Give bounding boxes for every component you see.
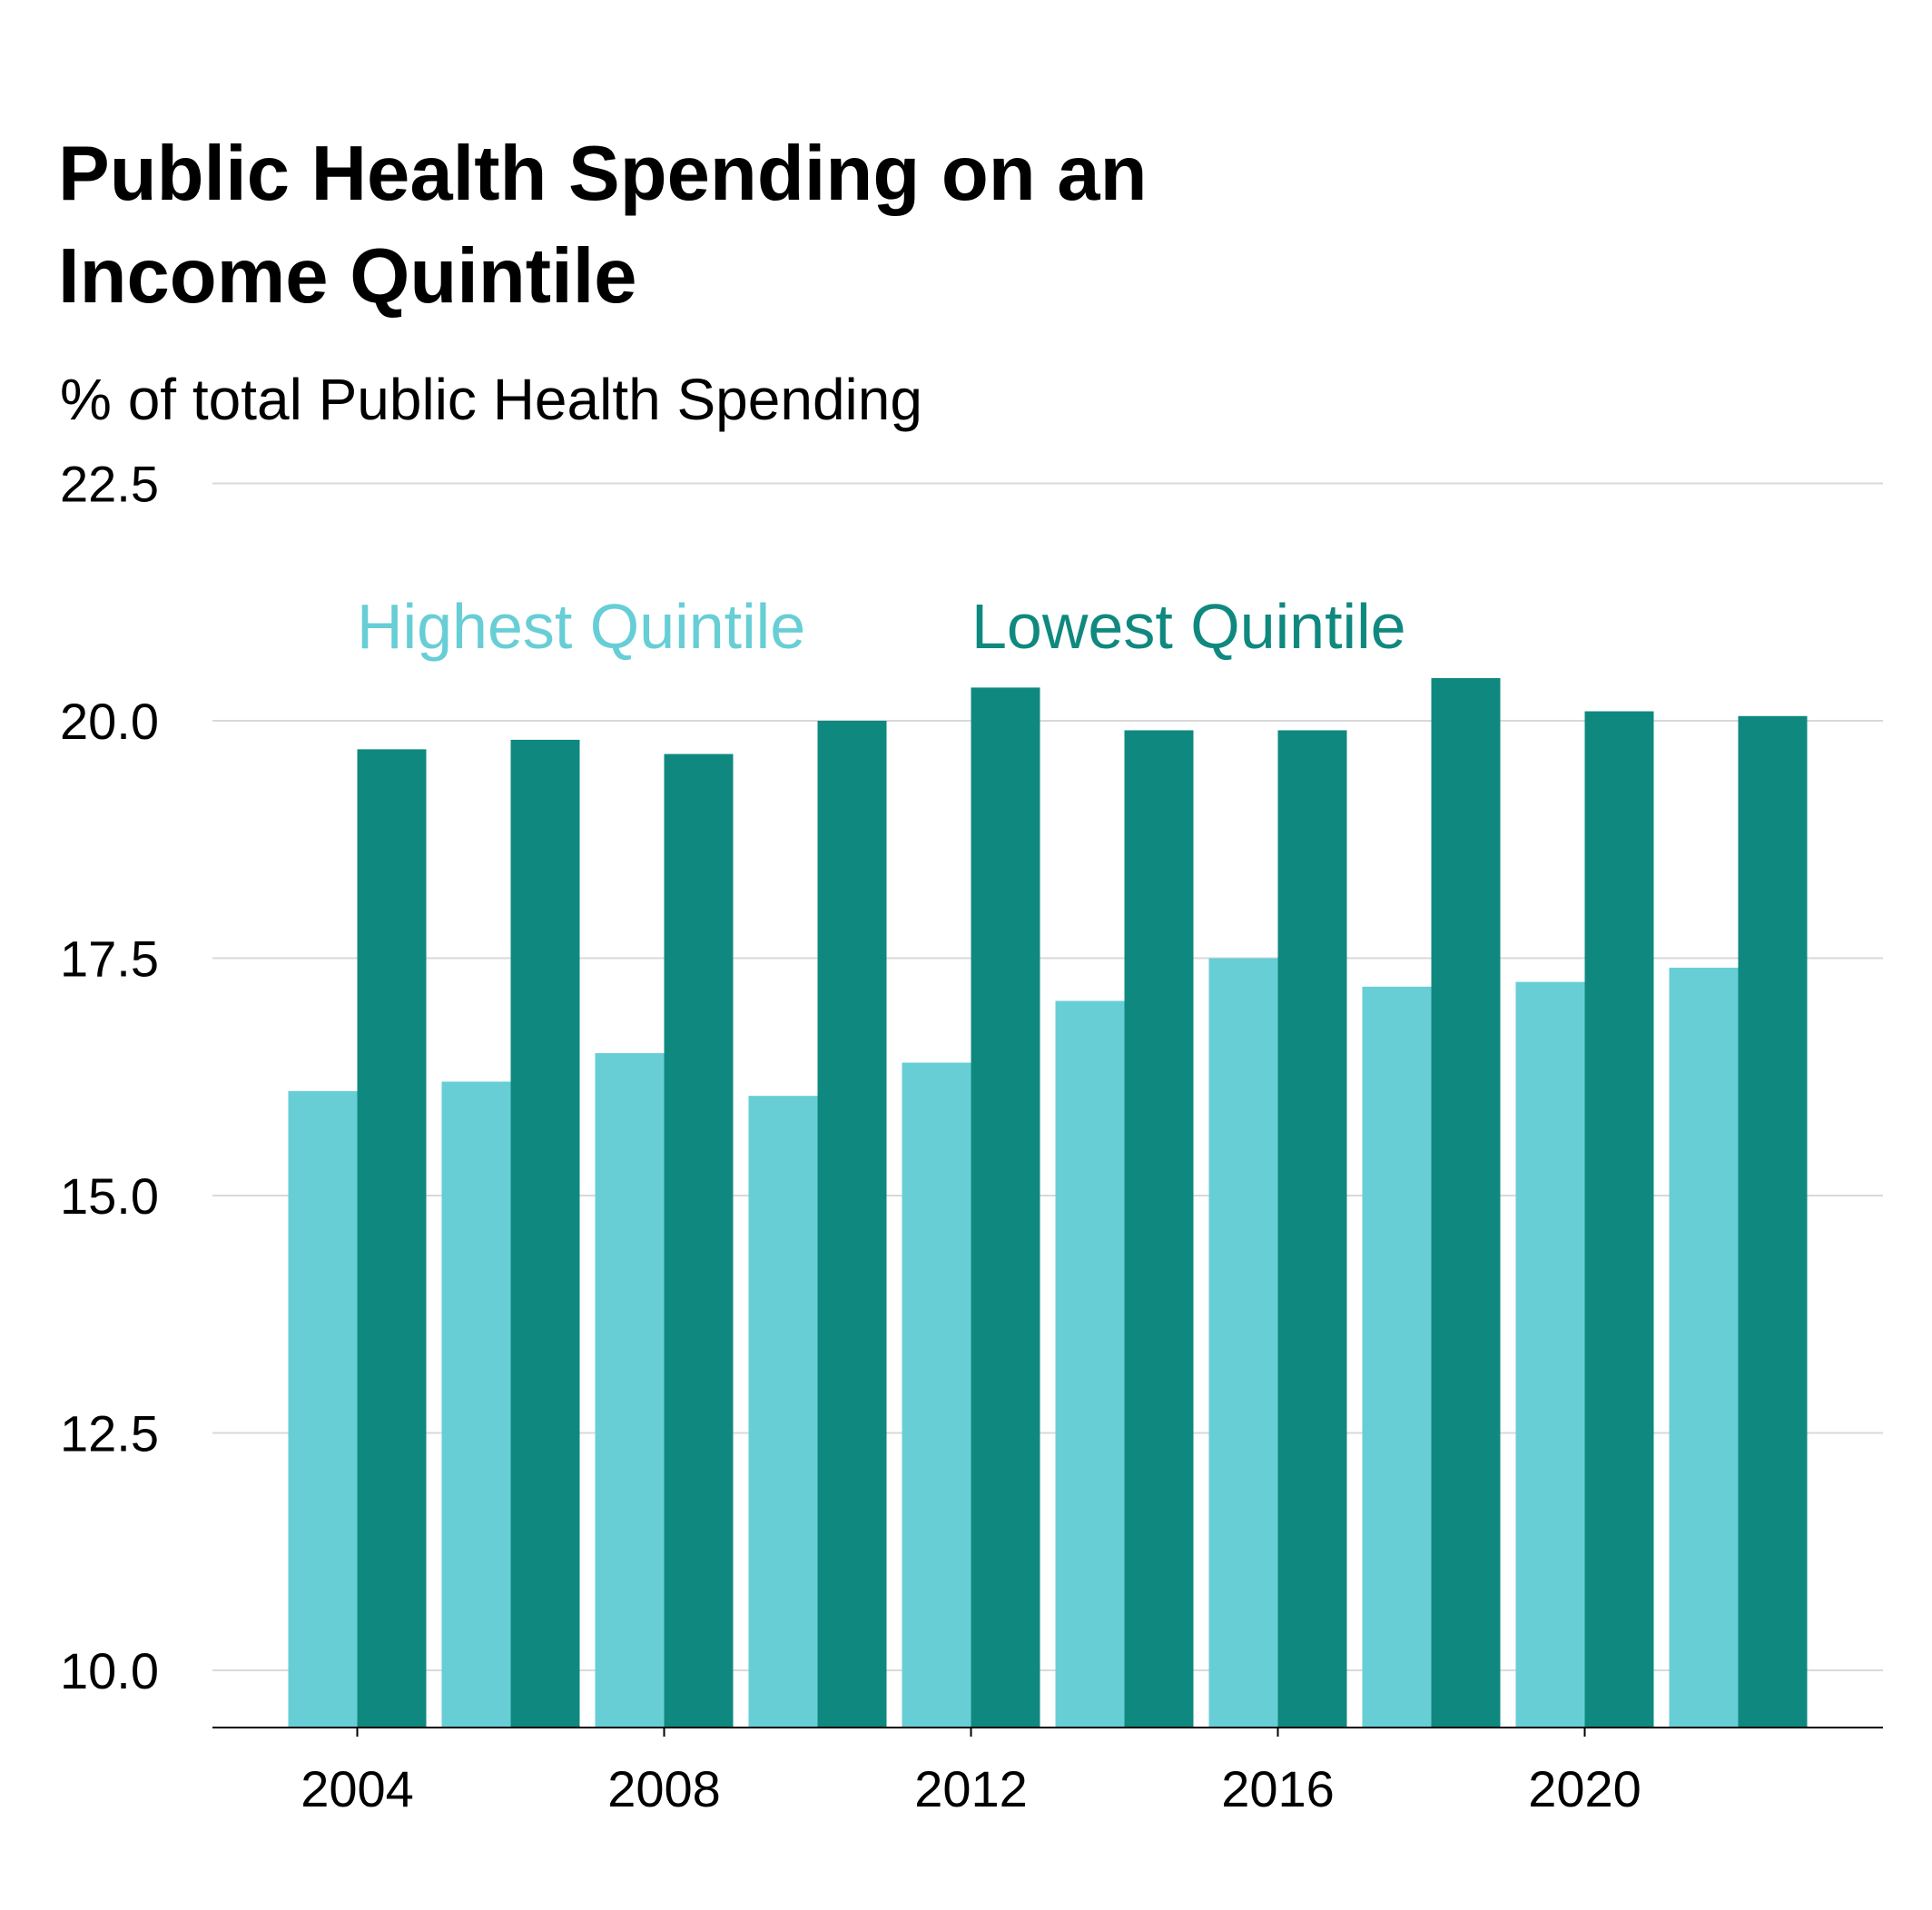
bars	[288, 677, 1808, 1728]
legend-highest-quintile: Highest Quintile	[357, 591, 805, 662]
bar-lowest-quintile	[1277, 730, 1347, 1728]
x-tick-label: 2020	[1528, 1760, 1641, 1817]
bar-lowest-quintile	[1431, 677, 1501, 1728]
bar-lowest-quintile	[1738, 715, 1808, 1728]
chart-title-line-1: Public Health Spending on an	[58, 131, 1148, 217]
y-tick-label: 22.5	[60, 456, 159, 513]
bar-lowest-quintile	[1584, 711, 1654, 1728]
x-tick-label: 2016	[1221, 1760, 1335, 1817]
bar-lowest-quintile	[971, 687, 1040, 1728]
bar-lowest-quintile	[1124, 730, 1194, 1728]
x-tick-label: 2012	[914, 1760, 1028, 1817]
bar-highest-quintile	[288, 1090, 358, 1728]
bar-lowest-quintile	[510, 739, 580, 1728]
bar-lowest-quintile	[817, 721, 887, 1728]
bar-lowest-quintile	[357, 749, 427, 1728]
bar-highest-quintile	[595, 1053, 665, 1728]
y-tick-label: 12.5	[60, 1405, 159, 1462]
bar-highest-quintile	[902, 1062, 971, 1728]
bar-highest-quintile	[1362, 986, 1432, 1728]
bar-highest-quintile	[1055, 1000, 1125, 1728]
chart-title-line-2: Income Quintile	[58, 233, 637, 320]
x-axis	[212, 1727, 1883, 1737]
bar-highest-quintile	[748, 1096, 818, 1728]
x-tick-label: 2008	[607, 1760, 721, 1817]
y-axis-tick-labels: 10.0 12.5 15.0 17.5 20.0 22.5	[60, 456, 159, 1700]
x-tick-label: 2004	[301, 1760, 414, 1817]
legend-lowest-quintile: Lowest Quintile	[971, 591, 1406, 662]
chart-subtitle: % of total Public Health Spending	[60, 367, 922, 432]
y-tick-label: 20.0	[60, 693, 159, 750]
x-axis-tick-labels: 2004 2008 2012 2016 2020	[301, 1760, 1641, 1817]
bar-lowest-quintile	[664, 753, 734, 1728]
bar-highest-quintile	[1208, 958, 1278, 1728]
bar-highest-quintile	[1515, 981, 1585, 1728]
bar-highest-quintile	[1669, 967, 1739, 1728]
y-tick-label: 17.5	[60, 930, 159, 988]
y-tick-label: 10.0	[60, 1642, 159, 1699]
y-tick-label: 15.0	[60, 1167, 159, 1225]
bar-highest-quintile	[441, 1081, 511, 1728]
